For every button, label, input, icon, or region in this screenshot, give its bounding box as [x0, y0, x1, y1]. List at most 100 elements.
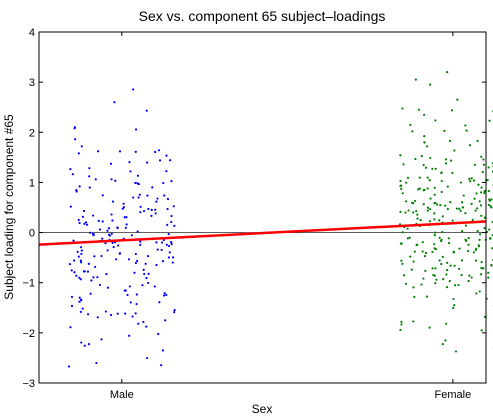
data-point — [142, 268, 145, 271]
data-point — [69, 168, 72, 171]
data-point — [450, 109, 454, 112]
data-point — [92, 276, 95, 279]
data-point — [453, 304, 456, 307]
data-point — [434, 267, 437, 270]
data-point — [440, 171, 443, 175]
data-point — [429, 83, 432, 86]
data-point — [428, 326, 431, 329]
data-point — [449, 139, 452, 142]
data-point — [154, 150, 157, 154]
data-point — [429, 197, 432, 200]
y-axis-label: Subject loading for component #65 — [2, 114, 16, 300]
data-point — [138, 193, 141, 196]
data-point — [470, 276, 473, 279]
data-point — [468, 274, 471, 277]
data-point — [465, 239, 468, 243]
data-point — [423, 135, 426, 138]
data-point — [137, 322, 140, 325]
data-point — [136, 174, 140, 177]
data-point — [441, 215, 444, 218]
data-point — [158, 159, 162, 162]
data-point — [411, 130, 414, 133]
data-point — [423, 188, 426, 192]
data-point — [446, 71, 449, 74]
data-point — [93, 255, 96, 258]
data-point — [83, 222, 86, 225]
data-point — [468, 144, 472, 147]
data-point — [426, 187, 429, 190]
data-point — [142, 320, 145, 324]
data-point — [433, 243, 436, 246]
data-point — [129, 301, 132, 304]
data-point — [453, 264, 456, 267]
data-point — [171, 261, 174, 264]
data-point — [77, 152, 80, 155]
data-point — [433, 274, 436, 277]
data-point — [77, 255, 80, 258]
data-point — [452, 297, 455, 301]
data-point — [460, 201, 464, 204]
data-point — [171, 256, 175, 259]
data-point — [420, 155, 423, 158]
data-point — [139, 243, 142, 246]
data-point — [428, 220, 432, 223]
data-point — [124, 289, 127, 292]
data-point — [426, 206, 430, 209]
data-point — [474, 209, 477, 212]
data-point — [97, 150, 100, 153]
data-point — [72, 239, 75, 242]
data-point — [87, 262, 90, 265]
y-tick-label: −2 — [22, 328, 35, 340]
data-point — [413, 295, 416, 298]
data-point — [132, 196, 135, 199]
data-point — [440, 179, 443, 183]
data-point — [444, 204, 447, 207]
data-point — [147, 207, 150, 211]
data-point — [170, 220, 173, 224]
data-point — [399, 179, 402, 183]
data-point — [476, 139, 479, 142]
data-point — [89, 292, 92, 295]
data-point — [128, 285, 131, 288]
data-point — [73, 259, 76, 262]
data-point — [136, 259, 139, 263]
data-point — [162, 181, 165, 185]
data-point — [414, 157, 417, 161]
data-point — [101, 220, 104, 223]
data-point — [428, 179, 431, 182]
data-point — [475, 292, 478, 295]
data-point — [409, 255, 412, 258]
data-point — [106, 286, 110, 289]
data-point — [490, 198, 493, 201]
data-point — [464, 124, 467, 127]
data-point — [449, 201, 452, 204]
data-point — [169, 159, 172, 162]
data-point — [167, 256, 171, 259]
data-point — [433, 234, 436, 237]
data-point — [95, 361, 98, 365]
data-point — [97, 219, 100, 223]
data-point — [109, 313, 113, 317]
data-point — [156, 197, 159, 200]
data-point — [160, 241, 164, 244]
data-point — [111, 219, 114, 222]
data-point — [154, 212, 157, 215]
data-point — [478, 200, 481, 203]
y-tick-label: −1 — [22, 278, 35, 290]
data-point — [158, 301, 161, 304]
data-point — [480, 261, 483, 264]
data-point — [483, 315, 487, 319]
data-point — [88, 167, 91, 170]
data-point — [454, 350, 458, 353]
data-point — [79, 278, 82, 281]
data-point — [412, 260, 415, 263]
data-point — [124, 312, 127, 315]
data-point — [67, 365, 71, 368]
data-point — [111, 241, 114, 245]
data-point — [78, 300, 81, 303]
data-point — [468, 177, 471, 181]
data-point — [426, 145, 429, 148]
data-point — [83, 270, 86, 273]
data-point — [413, 250, 416, 253]
data-point — [136, 182, 139, 185]
